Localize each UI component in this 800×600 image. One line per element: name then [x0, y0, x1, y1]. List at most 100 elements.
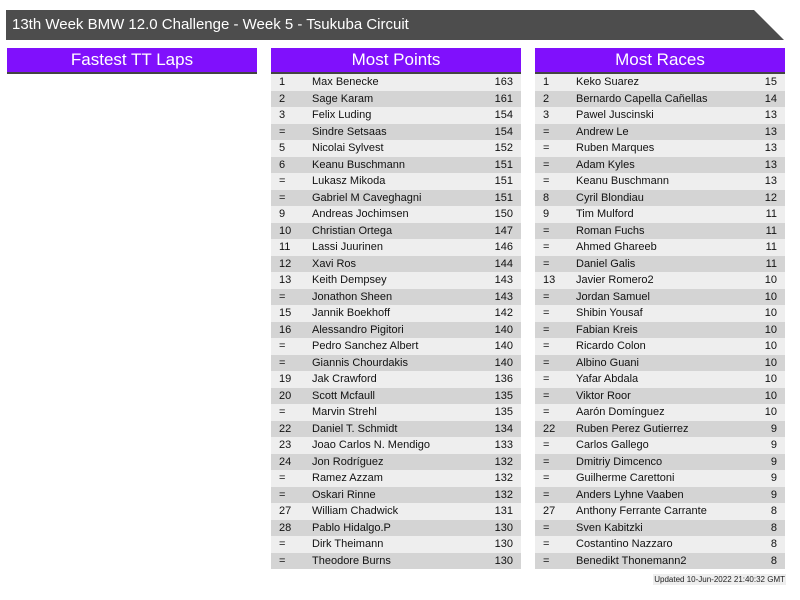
value: 10	[764, 356, 777, 369]
name: Anders Lyhne Vaaben	[576, 488, 684, 501]
rank: =	[543, 125, 550, 138]
table-row: = Fabian Kreis 10	[535, 321, 785, 338]
table-row: 9 Tim Mulford 11	[535, 206, 785, 223]
value: 9	[770, 422, 777, 435]
name: Jak Crawford	[312, 373, 377, 385]
value: 146	[494, 241, 513, 253]
name: Keith Dempsey	[312, 274, 387, 286]
value: 13	[764, 109, 777, 121]
most-points-panel: Most Points 1 Max Benecke 163 2 Sage Karam 16…	[271, 48, 521, 569]
rank: =	[279, 554, 286, 567]
rank: =	[543, 488, 550, 501]
value: 8	[770, 538, 777, 550]
table-row: = Theodore Burns 130	[271, 552, 521, 569]
value: 13	[764, 175, 777, 187]
value: 147	[494, 224, 513, 237]
table-row: 2 Sage Karam 161	[271, 90, 521, 107]
rank: =	[543, 224, 550, 237]
value: 131	[494, 505, 513, 517]
rank: =	[543, 158, 550, 171]
table-row: 22 Daniel T. Schmidt 134	[271, 420, 521, 437]
value: 11	[765, 241, 777, 253]
value: 163	[494, 76, 513, 88]
value: 10	[764, 373, 777, 385]
rank: =	[543, 290, 550, 303]
table-row: = Gabriel M Caveghagni 151	[271, 189, 521, 206]
rank: =	[279, 356, 286, 369]
rank: 13	[279, 274, 292, 286]
table-row: = Lukasz Mikoda 151	[271, 173, 521, 190]
name: Dirk Theimann	[312, 538, 384, 550]
name: Jonathon Sheen	[312, 290, 393, 303]
name: Max Benecke	[312, 76, 379, 88]
name: Gabriel M Caveghagni	[312, 191, 422, 204]
name: Albino Guani	[576, 356, 639, 369]
value: 154	[494, 125, 513, 138]
rank: =	[279, 488, 286, 501]
table-row: = Costantino Nazzaro 8	[535, 536, 785, 553]
rank: =	[543, 455, 550, 468]
table-row: 28 Pablo Hidalgo.P 130	[271, 519, 521, 536]
value: 9	[770, 472, 777, 484]
name: Andreas Jochimsen	[312, 208, 409, 220]
value: 130	[494, 554, 513, 567]
name: Sindre Setsaas	[312, 125, 387, 138]
table-row: = Pedro Sanchez Albert 140	[271, 338, 521, 355]
name: Adam Kyles	[576, 158, 635, 171]
table-row: 10 Christian Ortega 147	[271, 222, 521, 239]
rank: =	[279, 340, 286, 352]
name: Keanu Buschmann	[576, 175, 669, 187]
name: Xavi Ros	[312, 257, 357, 270]
value: 11	[765, 208, 777, 220]
table-row: 1 Max Benecke 163	[271, 74, 521, 91]
table-row: = Ricardo Colon 10	[535, 338, 785, 355]
table-row: = Anders Lyhne Vaaben 9	[535, 486, 785, 503]
table-row: = Giannis Chourdakis 140	[271, 354, 521, 371]
name: Shibin Yousaf	[576, 307, 643, 319]
rank: 1	[543, 76, 550, 88]
table-row: = Dirk Theimann 130	[271, 536, 521, 553]
name: Sven Kabitzki	[576, 521, 643, 534]
value: 8	[770, 554, 777, 567]
table-row: 2 Bernardo Capella Cañellas 14	[535, 90, 785, 107]
rank: 2	[543, 92, 550, 105]
value: 142	[494, 307, 513, 319]
table-row: 20 Scott Mcfaull 135	[271, 387, 521, 404]
rank: =	[543, 142, 550, 154]
name: Benedikt Thonemann2	[576, 554, 687, 567]
name: Theodore Burns	[312, 554, 391, 567]
table-row: = Sven Kabitzki 8	[535, 519, 785, 536]
table-row: = Shibin Yousaf 10	[535, 305, 785, 322]
rank: =	[543, 538, 550, 550]
table-row: = Sindre Setsaas 154	[271, 123, 521, 140]
table-row: = Benedikt Thonemann2 8	[535, 552, 785, 569]
rank: =	[543, 439, 550, 451]
value: 10	[764, 274, 777, 286]
table-row: = Carlos Gallego 9	[535, 437, 785, 454]
rank: =	[543, 340, 550, 352]
name: Giannis Chourdakis	[312, 356, 408, 369]
table-row: 23 Joao Carlos N. Mendigo 133	[271, 437, 521, 454]
name: Keanu Buschmann	[312, 158, 405, 171]
value: 11	[765, 257, 777, 270]
table-row: = Ramez Azzam 132	[271, 470, 521, 487]
table-row: 3 Pawel Juscinski 13	[535, 107, 785, 124]
value: 11	[765, 224, 777, 237]
rank: 19	[279, 373, 292, 385]
value: 140	[494, 323, 513, 336]
name: Ricardo Colon	[576, 340, 646, 352]
table-row: 27 Anthony Ferrante Carrante 8	[535, 503, 785, 520]
rank: 28	[279, 521, 292, 534]
panel-header: Fastest TT Laps	[7, 48, 257, 74]
value: 10	[764, 389, 777, 402]
panel-header: Most Races	[535, 48, 785, 74]
table-row: = Keanu Buschmann 13	[535, 173, 785, 190]
table-row: 9 Andreas Jochimsen 150	[271, 206, 521, 223]
rank: 10	[279, 224, 292, 237]
value: 152	[494, 142, 513, 154]
value: 143	[494, 274, 513, 286]
table-row: 22 Ruben Perez Gutierrez 9	[535, 420, 785, 437]
rank: =	[543, 257, 550, 270]
rank: 5	[279, 142, 286, 154]
name: Felix Luding	[312, 109, 372, 121]
